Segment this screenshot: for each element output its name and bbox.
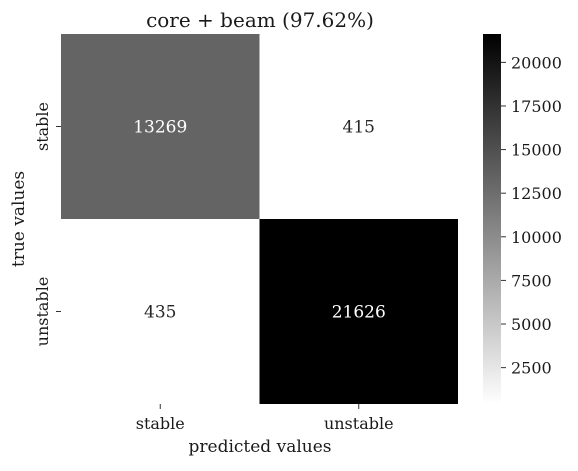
colorbar-tick-label: 5000: [511, 315, 552, 334]
colorbar-tick-label: 12500: [511, 184, 562, 203]
heatmap-cells: [61, 34, 458, 404]
heatmap-cell: [61, 34, 260, 219]
colorbar-tick-label: 10000: [511, 228, 562, 247]
colorbar-tick-label: 15000: [511, 141, 562, 160]
x-axis: stable unstable: [136, 404, 394, 433]
heatmap-cell: [61, 219, 260, 404]
x-tick-label: unstable: [324, 414, 394, 433]
colorbar-tick-label: 7500: [511, 271, 552, 290]
cell-value-label: 415: [343, 118, 375, 138]
cell-value-label: 435: [144, 303, 176, 323]
heatmap-cell: [259, 34, 458, 219]
y-tick-label: stable: [33, 102, 52, 151]
y-axis: stable unstable: [33, 102, 61, 346]
colorbar-tick-label: 2500: [511, 359, 552, 378]
heatmap-cell-labels: 13269 415 435 21626: [133, 118, 386, 323]
cell-value-label: 21626: [332, 303, 386, 323]
chart-title: core + beam (97.62%): [146, 8, 374, 32]
x-axis-label: predicted values: [189, 437, 332, 457]
colorbar-tick-label: 20000: [511, 53, 562, 72]
colorbar: [483, 34, 501, 404]
x-tick-label: stable: [136, 414, 185, 433]
colorbar-tick-label: 17500: [511, 97, 562, 116]
y-tick-label: unstable: [33, 277, 52, 347]
cell-value-label: 13269: [133, 118, 187, 138]
colorbar-ticks: 2500 5000 7500 10000 12500 15000 17500 20000: [501, 53, 562, 378]
heatmap-cell: [259, 219, 458, 404]
y-axis-label: true values: [9, 171, 29, 267]
